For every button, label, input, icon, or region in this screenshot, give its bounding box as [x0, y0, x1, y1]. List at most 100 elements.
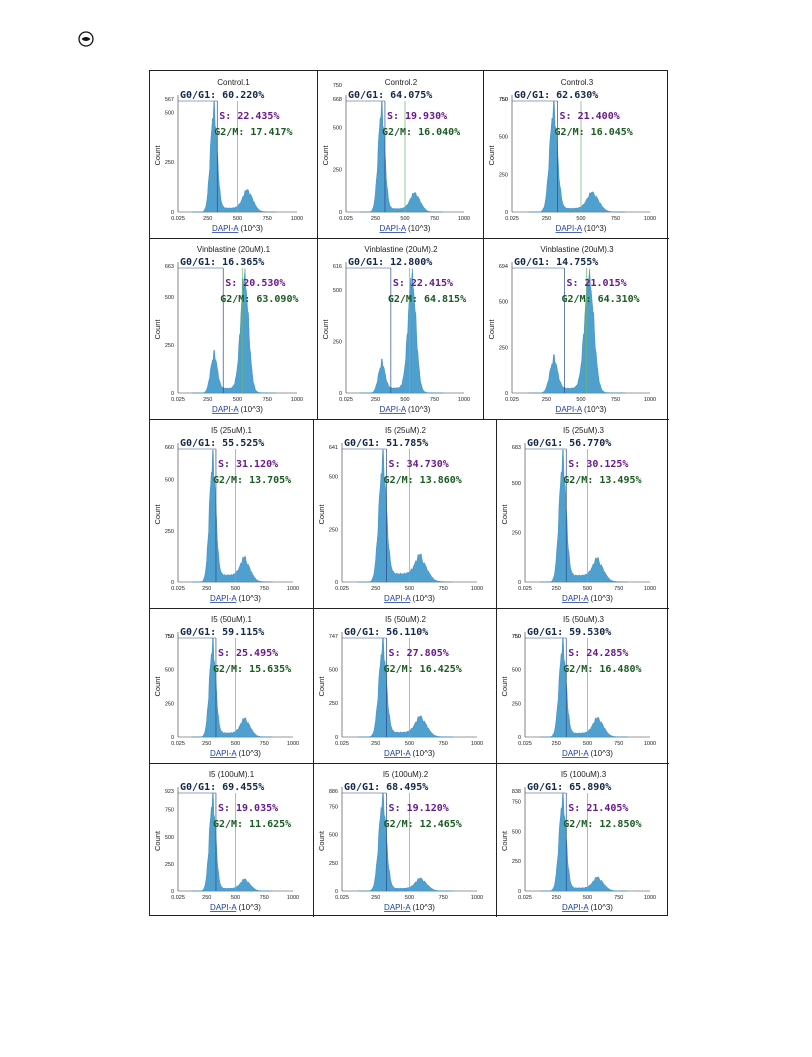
y-tick-label: 0	[518, 735, 521, 741]
x-axis-label-link[interactable]: DAPI-A	[210, 749, 237, 758]
s-value: 21.400%	[578, 111, 620, 122]
g2m-percent-label: G2/M: 17.417%	[214, 127, 292, 138]
x-axis-label-link[interactable]: DAPI-A	[380, 405, 407, 414]
g2m-prefix: G2/M:	[213, 664, 249, 675]
s-prefix: S:	[218, 803, 236, 814]
x-axis-label-link[interactable]: DAPI-A	[384, 749, 411, 758]
x-tick-label: 1000	[287, 895, 299, 901]
g2m-value: 13.495%	[599, 475, 641, 486]
g2m-value: 63.090%	[256, 294, 298, 305]
y-tick-label: 0	[171, 391, 174, 397]
x-axis-label-link[interactable]: DAPI-A	[556, 224, 583, 233]
y-tick-label: 750	[165, 634, 174, 640]
x-axis-label-link[interactable]: DAPI-A	[212, 224, 239, 233]
x-tick-label: 1000	[458, 397, 470, 403]
histogram-panel: I5 (50uM).2 747 0 250 500 0.025 250 500 750 1000 C…	[313, 608, 496, 763]
y-tick-label: 250	[512, 859, 521, 865]
x-tick-label: 0.025	[505, 397, 519, 403]
g0g1-prefix: G0/G1:	[527, 627, 569, 638]
g2m-percent-label: G2/M: 16.480%	[563, 664, 641, 675]
g2m-percent-label: G2/M: 12.850%	[563, 819, 641, 830]
g2m-value: 12.465%	[420, 819, 462, 830]
g2m-prefix: G2/M:	[213, 475, 249, 486]
s-prefix: S:	[389, 459, 407, 470]
x-tick-label: 500	[405, 895, 414, 901]
x-axis-label-link[interactable]: DAPI-A	[384, 903, 411, 912]
g0g1-value: 59.530%	[569, 627, 611, 638]
x-tick-label: 250	[552, 895, 561, 901]
y-tick-label: 250	[333, 339, 342, 345]
x-axis-label-link[interactable]: DAPI-A	[562, 749, 589, 758]
g2m-prefix: G2/M:	[382, 127, 418, 138]
x-axis-label: DAPI-A (10^3)	[212, 405, 263, 414]
g2m-value: 16.480%	[599, 664, 641, 675]
x-axis-label-link[interactable]: DAPI-A	[212, 405, 239, 414]
x-tick-label: 750	[611, 397, 620, 403]
x-axis-label-link[interactable]: DAPI-A	[380, 224, 407, 233]
s-prefix: S:	[389, 648, 407, 659]
histogram-grid: Control.1 567 0 250 500 0.025 250 500 750 1000 Cou…	[149, 70, 669, 917]
y-tick-label: 0	[518, 580, 521, 586]
s-prefix: S:	[568, 803, 586, 814]
s-prefix: S:	[225, 278, 243, 289]
histogram-area	[540, 792, 628, 892]
g2m-prefix: G2/M:	[563, 819, 599, 830]
x-axis-label-link[interactable]: DAPI-A	[384, 594, 411, 603]
x-axis-label-unit: (10^3)	[410, 749, 435, 758]
g2m-value: 16.425%	[420, 664, 462, 675]
s-percent-label: S: 30.125%	[568, 459, 628, 470]
x-tick-label: 250	[202, 741, 211, 747]
g0g1-prefix: G0/G1:	[344, 782, 386, 793]
x-tick-label: 1000	[644, 741, 656, 747]
y-tick-label: 0	[505, 210, 508, 216]
g2m-value: 13.860%	[420, 475, 462, 486]
g0g1-prefix: G0/G1:	[180, 257, 222, 268]
s-prefix: S:	[218, 459, 236, 470]
y-axis-label: Count	[317, 504, 326, 525]
y-tick-label: 500	[165, 668, 174, 674]
x-tick-label: 0.025	[335, 895, 349, 901]
g0g1-prefix: G0/G1:	[180, 90, 222, 101]
s-percent-label: S: 19.930%	[387, 111, 447, 122]
x-axis-label-link[interactable]: DAPI-A	[556, 405, 583, 414]
y-tick-label: 750	[512, 800, 521, 806]
y-tick-label: 750	[165, 808, 174, 814]
x-tick-label: 750	[614, 895, 623, 901]
g2m-prefix: G2/M:	[388, 294, 424, 305]
x-axis-label-unit: (10^3)	[236, 903, 261, 912]
s-value: 19.035%	[236, 803, 278, 814]
x-axis-label-unit: (10^3)	[410, 903, 435, 912]
s-value: 19.930%	[405, 111, 447, 122]
x-tick-label: 0.025	[518, 895, 532, 901]
panel-title: Vinblastine (20uM).1	[197, 245, 271, 254]
y-tick-label: 500	[165, 110, 174, 116]
x-tick-label: 750	[614, 741, 623, 747]
y-axis-label: Count	[153, 676, 162, 697]
g2m-percent-label: G2/M: 16.425%	[384, 664, 462, 675]
x-axis-label-link[interactable]: DAPI-A	[210, 903, 237, 912]
g0g1-value: 56.770%	[569, 438, 611, 449]
y-max-label: 616	[333, 264, 342, 270]
y-tick-label: 250	[165, 529, 174, 535]
y-tick-label: 250	[512, 701, 521, 707]
panel-title: I5 (50uM).2	[385, 615, 426, 624]
g2m-percent-label: G2/M: 13.495%	[563, 475, 641, 486]
x-tick-label: 0.025	[171, 895, 185, 901]
histogram-area	[191, 792, 273, 892]
y-tick-label: 500	[499, 135, 508, 141]
s-percent-label: S: 25.495%	[218, 648, 278, 659]
x-tick-label: 750	[611, 216, 620, 222]
x-axis-label: DAPI-A (10^3)	[384, 749, 435, 758]
x-tick-label: 250	[552, 741, 561, 747]
g0g1-percent-label: G0/G1: 55.525%	[180, 438, 264, 449]
x-axis-label-unit: (10^3)	[588, 903, 613, 912]
histogram-svg: I5 (100uM).2 886 0 250 500 750 0.025 250 500 750 1…	[317, 770, 483, 912]
x-axis-label-link[interactable]: DAPI-A	[562, 903, 589, 912]
x-axis-label-link[interactable]: DAPI-A	[562, 594, 589, 603]
g2m-value: 16.040%	[418, 127, 460, 138]
g0g1-value: 68.495%	[386, 782, 428, 793]
y-tick-label: 500	[499, 300, 508, 306]
x-tick-label: 250	[371, 216, 380, 222]
x-axis-label-link[interactable]: DAPI-A	[210, 594, 237, 603]
